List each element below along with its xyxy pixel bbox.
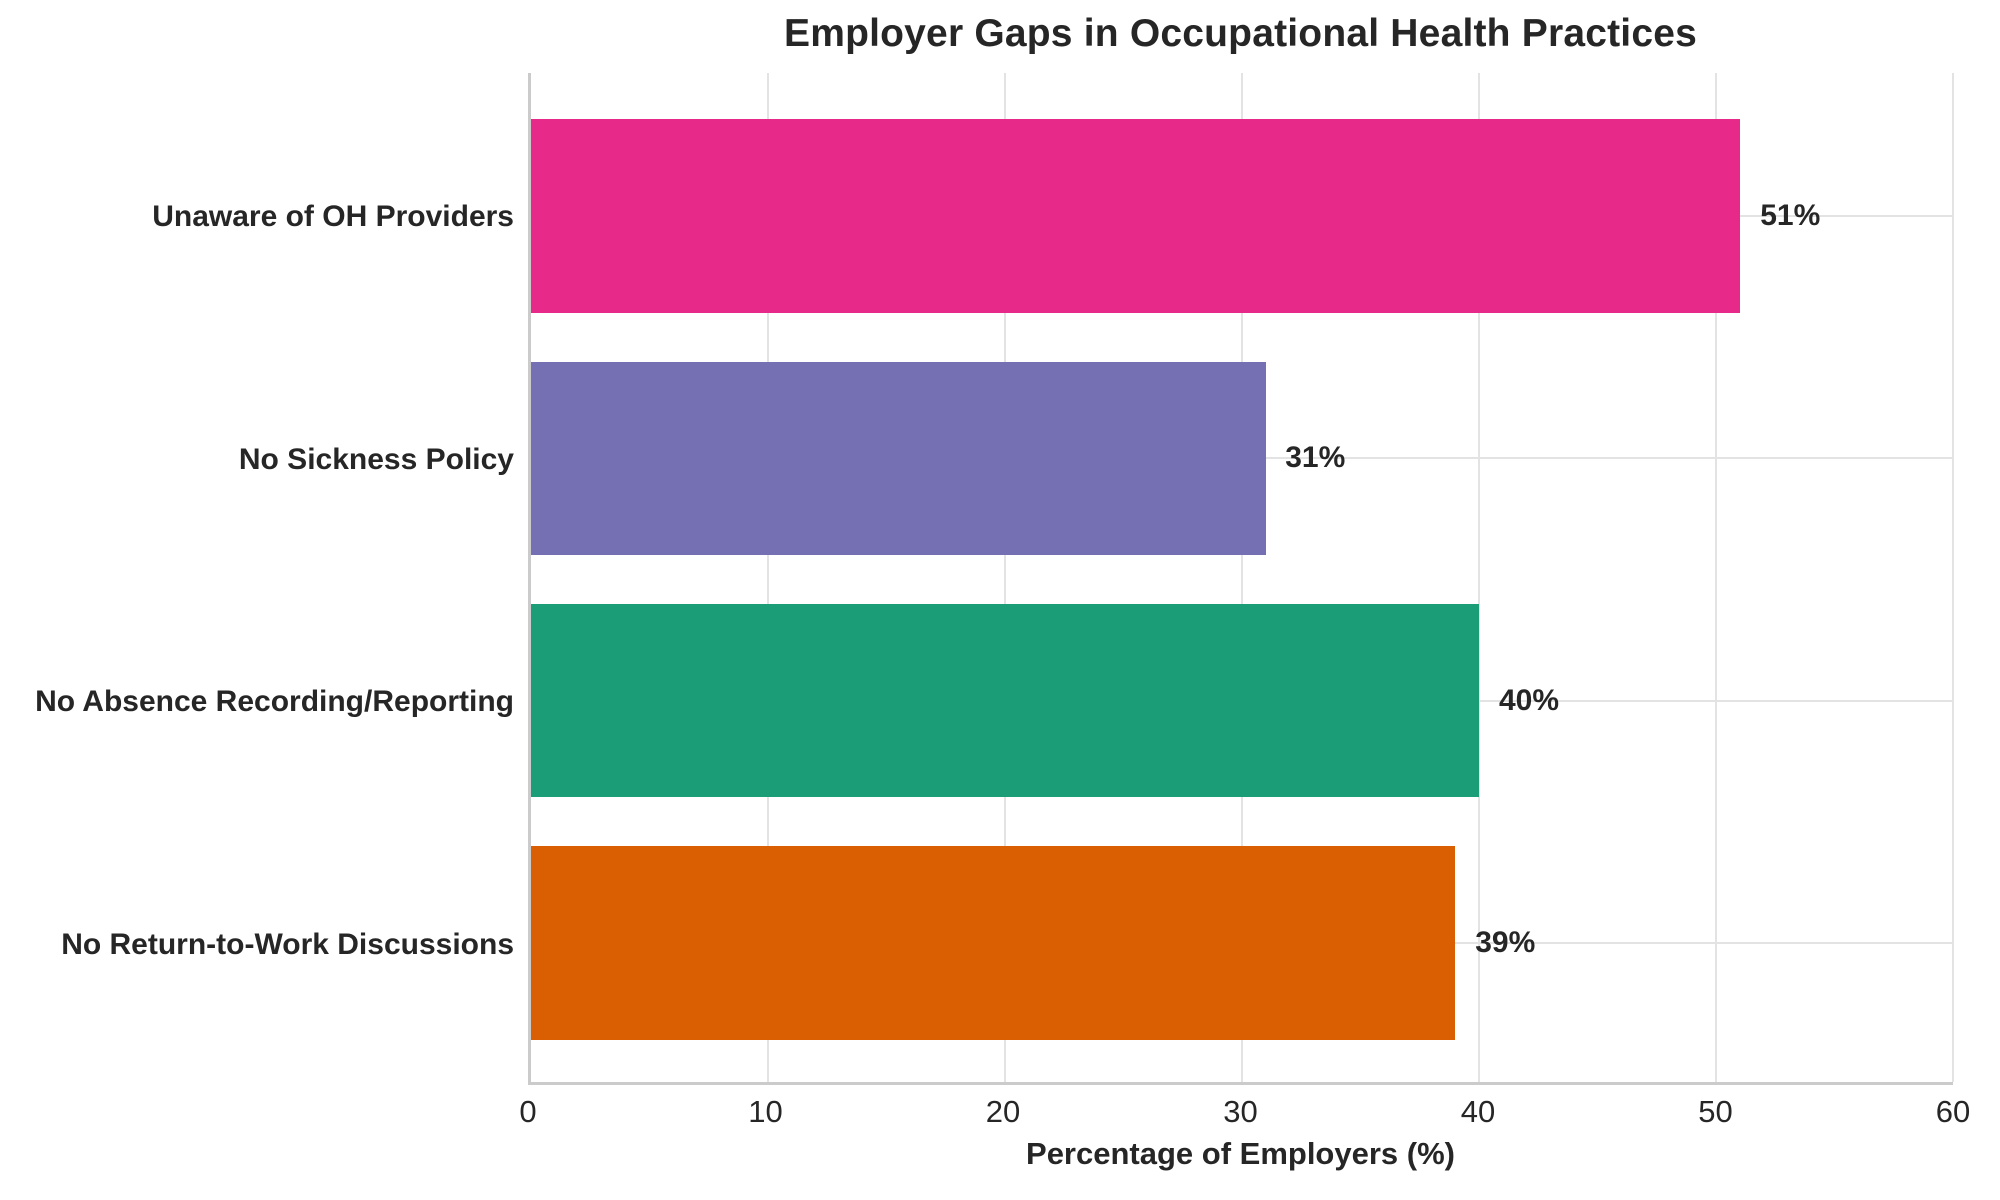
x-tick-label-10: 10 [748, 1094, 783, 1129]
x-tick-label-20: 20 [985, 1094, 1021, 1129]
gridline-x-60 [1952, 73, 1954, 1082]
gridline-x-50 [1715, 73, 1717, 1082]
plot-area: 51% 31% 40% 39% [528, 73, 1954, 1085]
y-axis-category-labels: Unaware of OH Providers No Sickness Polic… [0, 73, 514, 1085]
chart-title: Employer Gaps in Occupational Health Pra… [784, 12, 1697, 55]
bar-unaware-of-oh-providers [531, 119, 1740, 314]
value-label-no-absence-recording-reporting: 40% [1499, 683, 1560, 717]
category-label-no-absence-recording-reporting: No Absence Recording/Reporting [35, 685, 514, 719]
x-axis-label: Percentage of Employers (%) [1026, 1136, 1455, 1171]
gridline-x-30 [1241, 73, 1243, 1082]
x-axis-tick-labels: 0 10 20 30 40 50 60 [519, 1094, 1970, 1134]
x-tick-label-30: 30 [1223, 1094, 1258, 1129]
bar-no-sickness-policy [531, 361, 1266, 556]
gridline-x-20 [1004, 73, 1006, 1082]
bar-no-absence-recording-reporting [531, 603, 1479, 798]
gridline-x-40 [1478, 73, 1480, 1082]
value-label-no-sickness-policy: 31% [1285, 441, 1346, 475]
value-label-no-return-to-work-discussions: 39% [1475, 925, 1536, 959]
value-label-unaware-of-oh-providers: 51% [1760, 199, 1821, 233]
category-label-no-return-to-work-discussions: No Return-to-Work Discussions [61, 928, 514, 962]
category-label-no-sickness-policy: No Sickness Policy [238, 442, 514, 476]
x-tick-label-60: 60 [1935, 1094, 1971, 1129]
x-tick-label-50: 50 [1698, 1094, 1733, 1129]
x-tick-label-40: 40 [1460, 1094, 1496, 1129]
x-tick-label-0: 0 [519, 1094, 537, 1129]
category-label-unaware-of-oh-providers: Unaware of OH Providers [152, 199, 514, 233]
bar-no-return-to-work-discussions [531, 845, 1456, 1040]
gridline-x-10 [767, 73, 769, 1082]
